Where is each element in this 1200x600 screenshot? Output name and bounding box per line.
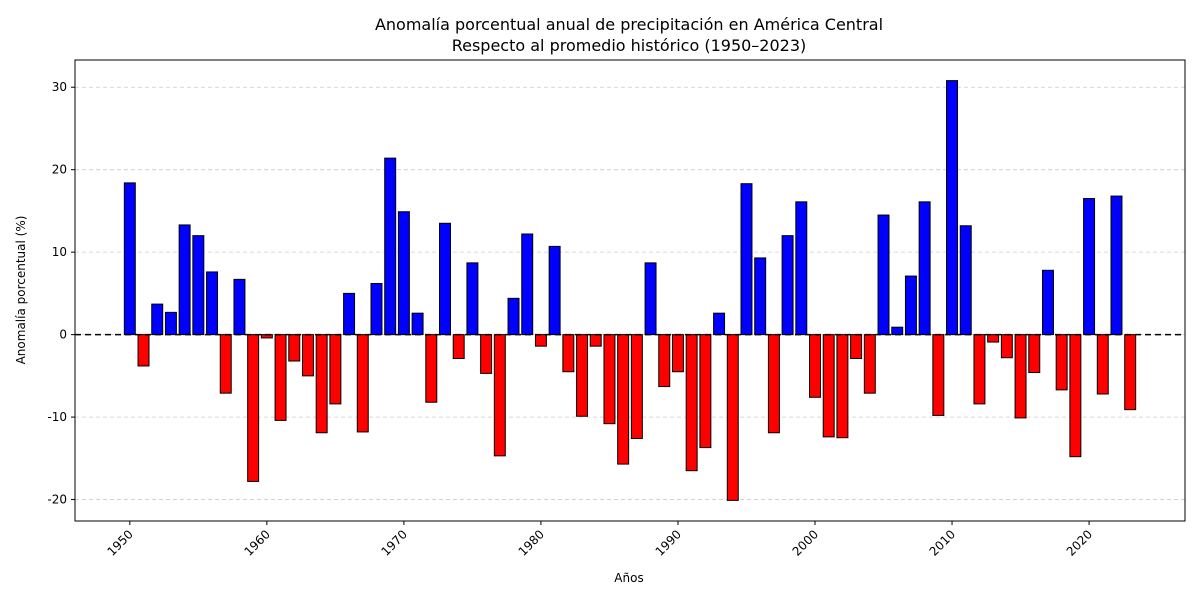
- bar-2000: [809, 334, 821, 398]
- bar-2009: [932, 334, 945, 416]
- bar-1969: [384, 157, 397, 336]
- y-tick-label: -20: [47, 493, 67, 507]
- bar-2023: [1124, 334, 1137, 411]
- bar-1951: [137, 334, 150, 367]
- x-tick-label: 2010: [927, 527, 958, 558]
- bar-1997: [767, 334, 780, 434]
- chart-title: Anomalía porcentual anual de precipitaci…: [375, 15, 883, 34]
- bar-1957: [219, 334, 232, 394]
- x-tick-label: 1950: [104, 527, 135, 558]
- bar-2020: [1083, 198, 1096, 336]
- bar-1975: [466, 262, 479, 336]
- bar-1976: [480, 334, 493, 374]
- bar-1978: [507, 297, 520, 336]
- bar-1993: [713, 312, 726, 336]
- x-tick-label: 1970: [379, 527, 410, 558]
- bar-2003: [850, 334, 863, 360]
- bar-1987: [630, 334, 643, 440]
- bar-1999: [795, 201, 808, 336]
- bar-1954: [178, 224, 191, 336]
- x-tick-label: 1960: [241, 527, 272, 558]
- bar-2006: [891, 326, 904, 336]
- bar-1980: [534, 334, 547, 347]
- x-tick-label: 2000: [790, 527, 821, 558]
- bar-1973: [439, 222, 451, 336]
- y-tick-label: 20: [52, 163, 67, 177]
- bar-2017: [1041, 269, 1054, 336]
- y-tick-label: 0: [59, 328, 67, 342]
- x-axis-label: Años: [614, 571, 643, 585]
- bar-1950: [123, 182, 136, 336]
- bar-1961: [274, 334, 287, 421]
- bar-2001: [822, 334, 835, 438]
- bar-2010: [946, 80, 959, 336]
- bar-1985: [603, 334, 616, 425]
- bar-1956: [206, 271, 219, 336]
- bar-1988: [644, 262, 657, 336]
- bar-1981: [548, 245, 561, 336]
- bar-2016: [1028, 334, 1041, 374]
- bar-1994: [726, 334, 739, 501]
- bar-1989: [658, 334, 671, 388]
- bar-1974: [452, 334, 465, 360]
- bar-1970: [397, 211, 410, 336]
- bar-2007: [904, 275, 917, 336]
- bar-2011: [959, 225, 972, 336]
- axis-ticks: -20 -10 0 10 20 30 1950 1960 1970 1980 1990 2000 201…: [47, 80, 1095, 559]
- bar-1998: [781, 235, 794, 336]
- bar-1996: [754, 257, 767, 336]
- bar-1972: [425, 334, 438, 403]
- x-tick-label: 2020: [1064, 527, 1095, 558]
- bar-1990: [671, 334, 684, 373]
- bar-1958: [233, 278, 246, 336]
- bar-2018: [1055, 334, 1068, 391]
- bar-1953: [164, 311, 177, 336]
- bar-2022: [1110, 195, 1123, 336]
- bar-1966: [343, 292, 356, 336]
- bar-2021: [1096, 334, 1109, 395]
- y-axis-label: Anomalía porcentual (%): [14, 216, 28, 365]
- bar-1959: [247, 334, 260, 482]
- bar-1963: [301, 334, 314, 377]
- bar-2004: [863, 334, 876, 394]
- x-tick-label: 1980: [516, 527, 547, 558]
- bar-1982: [562, 334, 575, 373]
- bar-1991: [685, 334, 698, 472]
- bar-1992: [699, 334, 712, 449]
- plot-frame: [74, 59, 1186, 522]
- bar-1964: [315, 334, 328, 434]
- bar-1971: [411, 312, 424, 336]
- bar-2014: [1000, 334, 1013, 359]
- bar-1986: [617, 334, 630, 465]
- bar-2015: [1014, 334, 1027, 419]
- bar-1955: [192, 235, 205, 336]
- bar-1952: [151, 303, 164, 336]
- x-tick-label: 1990: [653, 527, 684, 558]
- bar-2008: [918, 201, 931, 336]
- chart-subtitle: Respecto al promedio histórico (1950–202…: [452, 36, 807, 55]
- bar-2012: [973, 334, 986, 405]
- bar-1984: [589, 334, 602, 347]
- bar-1983: [576, 334, 589, 417]
- y-tick-label: -10: [47, 410, 67, 424]
- bar-2019: [1069, 334, 1082, 458]
- bar-2005: [877, 214, 890, 336]
- bar-1967: [356, 334, 369, 433]
- y-tick-label: 30: [52, 80, 67, 94]
- bar-2002: [836, 334, 849, 439]
- bar-2013: [987, 334, 1000, 343]
- y-tick-label: 10: [52, 245, 67, 259]
- bar-1962: [288, 334, 301, 362]
- bar-1979: [521, 233, 534, 336]
- bar-1965: [329, 334, 342, 405]
- bars-group: [123, 80, 1137, 501]
- bar-1977: [493, 334, 506, 457]
- bar-1968: [370, 282, 383, 336]
- bar-1995: [740, 183, 753, 336]
